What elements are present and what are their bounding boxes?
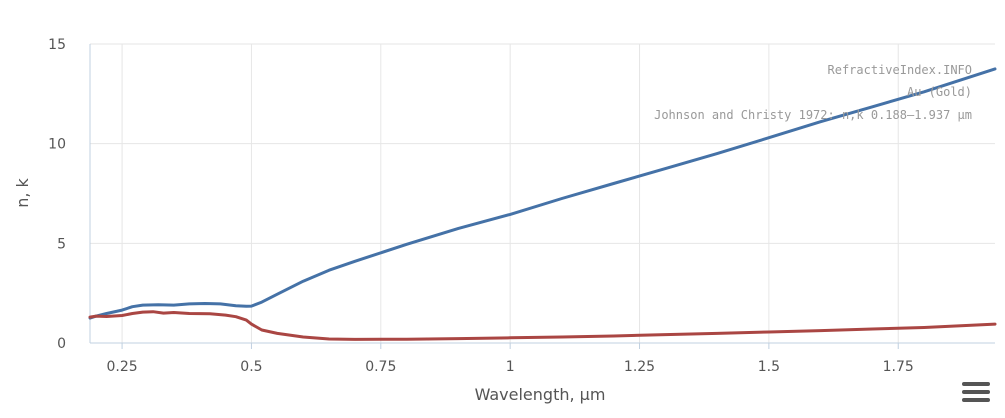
hamburger-bar bbox=[962, 390, 990, 394]
series-line-0 bbox=[88, 67, 997, 320]
x-tick-label: 0.5 bbox=[240, 359, 262, 375]
x-tick-label: 1.5 bbox=[758, 359, 780, 375]
credit-material: Au (Gold) bbox=[907, 85, 972, 99]
series-layer bbox=[88, 67, 997, 341]
y-axis-ticks: 0 5 10 15 bbox=[48, 37, 66, 352]
x-tick-label: 1.25 bbox=[624, 359, 655, 375]
series-line-1 bbox=[88, 310, 997, 341]
grid-lines bbox=[90, 43, 995, 344]
y-tick-label: 5 bbox=[57, 236, 66, 252]
axes bbox=[89, 44, 995, 344]
y-tick-label: 0 bbox=[57, 336, 66, 352]
credits: RefractiveIndex.INFO Au (Gold) Johnson a… bbox=[654, 63, 972, 122]
x-tick-label: 1 bbox=[506, 359, 515, 375]
hamburger-bar bbox=[962, 398, 990, 402]
x-axis-title: Wavelength, µm bbox=[475, 385, 606, 404]
credit-source: RefractiveIndex.INFO bbox=[828, 63, 973, 77]
credit-dataset: Johnson and Christy 1972: n,k 0.188–1.93… bbox=[654, 108, 972, 122]
y-axis-title: n, k bbox=[13, 177, 32, 207]
x-axis-ticks: 0.25 0.5 0.75 1 1.25 1.5 1.75 bbox=[106, 343, 914, 375]
x-tick-label: 0.75 bbox=[365, 359, 396, 375]
y-tick-label: 15 bbox=[48, 37, 66, 53]
chart-menu-button[interactable] bbox=[962, 382, 990, 408]
y-tick-label: 10 bbox=[48, 137, 66, 153]
hamburger-bar bbox=[962, 382, 990, 386]
x-tick-label: 1.75 bbox=[883, 359, 914, 375]
x-tick-label: 0.25 bbox=[106, 359, 137, 375]
